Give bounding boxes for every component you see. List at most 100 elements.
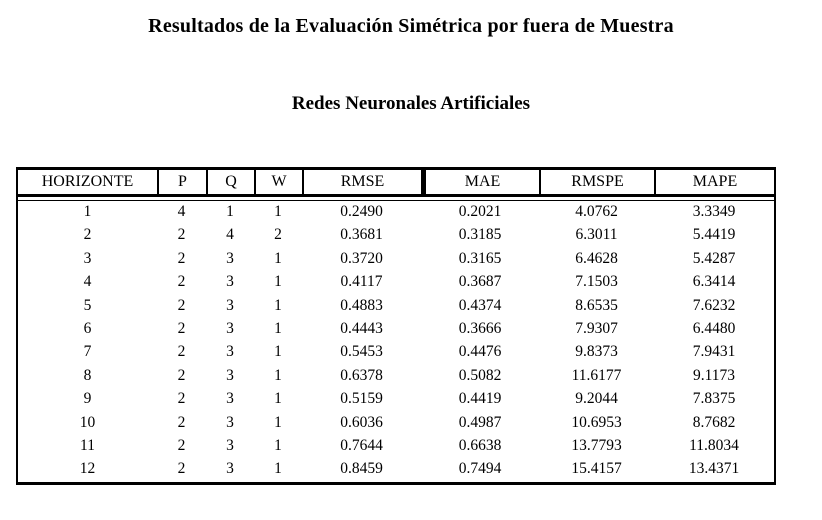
table-row: 5 2 3 1 0.4883 0.4374 8.6535 7.6232 [18, 295, 774, 318]
cell-mape: 7.9431 [692, 343, 736, 361]
cell-mae: 0.4419 [458, 390, 502, 408]
cell-horizonte: 8 [83, 366, 92, 384]
cell-horizonte: 9 [83, 390, 92, 408]
cell-rmspe: 11.6177 [571, 366, 622, 384]
cell-p: 2 [177, 343, 186, 361]
cell-horizonte: 4 [83, 273, 92, 291]
cell-mape: 8.7682 [692, 413, 736, 431]
cell-w: 1 [274, 249, 282, 267]
page-subtitle: Redes Neuronales Artificiales [291, 93, 531, 114]
col-header-rmspe: RMSPE [539, 170, 654, 197]
cell-w: 1 [274, 203, 282, 220]
cell-rmspe: 13.7793 [571, 437, 622, 455]
cell-rmspe: 9.2044 [575, 390, 618, 408]
cell-rmse: 0.6378 [340, 366, 383, 384]
table-row: 9 2 3 1 0.5159 0.4419 9.2044 7.8375 [18, 388, 774, 411]
cell-mae: 0.3185 [458, 226, 502, 244]
cell-rmse: 0.4883 [340, 296, 383, 314]
cell-rmspe: 15.4157 [571, 460, 622, 478]
cell-p: 2 [177, 460, 186, 478]
cell-w: 1 [274, 413, 282, 431]
col-header-rmse: RMSE [302, 170, 421, 197]
table-row: 10 2 3 1 0.6036 0.4987 10.6953 8.7682 [18, 412, 774, 435]
table-row: 7 2 3 1 0.5453 0.4476 9.8373 7.9431 [18, 341, 774, 364]
cell-q: 3 [226, 437, 234, 455]
table-row: 12 2 3 1 0.8459 0.7494 15.4157 13.4371 [18, 458, 774, 481]
cell-mae: 0.7494 [458, 460, 502, 478]
col-header-w: W [254, 170, 302, 197]
cell-horizonte: 1 [83, 203, 92, 220]
cell-p: 4 [177, 203, 186, 220]
cell-horizonte: 2 [83, 226, 92, 244]
cell-horizonte: 3 [83, 249, 92, 267]
cell-q: 3 [226, 390, 234, 408]
cell-rmse: 0.6036 [340, 413, 383, 431]
cell-q: 3 [226, 296, 234, 314]
col-header-horizonte: HORIZONTE [18, 170, 157, 197]
cell-q: 3 [226, 460, 234, 478]
table-row: 4 2 3 1 0.4117 0.3687 7.1503 6.3414 [18, 271, 774, 294]
cell-rmse: 0.4117 [340, 273, 383, 291]
cell-w: 1 [274, 366, 282, 384]
table-header-row: HORIZONTE P Q W RMSE MAE RMSPE MAPE [18, 170, 774, 197]
cell-w: 2 [274, 226, 282, 244]
cell-rmspe: 8.6535 [575, 296, 618, 314]
cell-rmspe: 7.9307 [575, 320, 618, 338]
cell-rmse: 0.5159 [340, 390, 383, 408]
cell-p: 2 [177, 226, 186, 244]
col-header-q: Q [206, 170, 254, 197]
cell-q: 4 [226, 226, 234, 244]
cell-horizonte: 7 [83, 343, 92, 361]
cell-mae: 0.4374 [458, 296, 502, 314]
col-header-mape: MAPE [654, 170, 774, 197]
page-title: Resultados de la Evaluación Simétrica po… [148, 15, 674, 37]
cell-q: 3 [226, 413, 234, 431]
cell-q: 3 [226, 273, 234, 291]
cell-q: 3 [226, 366, 234, 384]
cell-rmse: 0.8459 [340, 460, 383, 478]
cell-p: 2 [177, 366, 186, 384]
table-body: 1 4 1 1 0.2490 0.2021 4.0762 3.3349 2 2 … [18, 201, 774, 482]
cell-rmspe: 10.6953 [571, 413, 622, 431]
cell-mae: 0.4476 [458, 343, 502, 361]
cell-mape: 6.4480 [692, 320, 736, 338]
cell-p: 2 [177, 249, 186, 267]
header-double-rule [18, 197, 774, 201]
cell-p: 2 [177, 320, 186, 338]
cell-horizonte: 12 [79, 460, 96, 478]
cell-horizonte: 6 [83, 320, 92, 338]
cell-q: 1 [226, 203, 234, 220]
cell-rmse: 0.5453 [340, 343, 383, 361]
cell-rmspe: 6.3011 [575, 226, 618, 244]
cell-w: 1 [274, 296, 282, 314]
cell-q: 3 [226, 320, 234, 338]
cell-mae: 0.6638 [458, 437, 502, 455]
cell-mape: 7.8375 [692, 390, 736, 408]
cell-horizonte: 11 [80, 437, 95, 455]
col-header-mae: MAE [421, 170, 539, 197]
cell-p: 2 [177, 413, 186, 431]
cell-p: 2 [177, 296, 186, 314]
cell-w: 1 [274, 460, 282, 478]
cell-p: 2 [177, 273, 186, 291]
cell-mae: 0.3687 [458, 273, 502, 291]
cell-mape: 11.8034 [689, 437, 739, 455]
table-row: 1 4 1 1 0.2490 0.2021 4.0762 3.3349 [18, 201, 774, 224]
col-header-p: P [157, 170, 206, 197]
cell-mae: 0.3165 [458, 249, 502, 267]
cell-rmse: 0.4443 [340, 320, 383, 338]
cell-horizonte: 5 [83, 296, 92, 314]
cell-q: 3 [226, 343, 234, 361]
cell-q: 3 [226, 249, 234, 267]
cell-w: 1 [274, 343, 282, 361]
cell-rmse: 0.3681 [340, 226, 383, 244]
cell-mae: 0.5082 [458, 366, 502, 384]
cell-mape: 7.6232 [692, 296, 736, 314]
cell-p: 2 [177, 390, 186, 408]
cell-horizonte: 10 [79, 413, 96, 431]
cell-w: 1 [274, 273, 282, 291]
cell-rmspe: 4.0762 [575, 203, 618, 220]
table-row: 8 2 3 1 0.6378 0.5082 11.6177 9.1173 [18, 365, 774, 388]
cell-rmspe: 7.1503 [575, 273, 618, 291]
table-row: 6 2 3 1 0.4443 0.3666 7.9307 6.4480 [18, 318, 774, 341]
